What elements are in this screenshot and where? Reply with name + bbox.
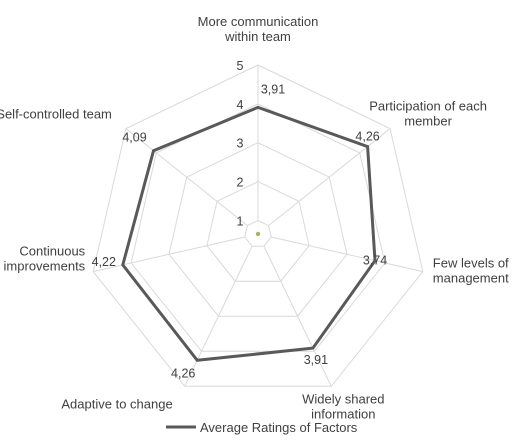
legend-label: Average Ratings of Factors <box>200 420 358 435</box>
category-label-line: within team <box>224 29 291 44</box>
radial-tick-label: 5 <box>237 59 244 73</box>
radial-axis-line <box>263 245 332 387</box>
data-label: 3,91 <box>261 82 285 96</box>
category-label: Adaptive to change <box>61 396 172 411</box>
category-label-line: Adaptive to change <box>61 396 172 411</box>
grid-ring <box>92 64 424 387</box>
data-labels: 3,91 4,26 3,74 3,91 4,26 4,22 4,09 <box>92 82 388 380</box>
radial-axis-line <box>271 236 423 273</box>
data-label: 4,09 <box>122 131 146 145</box>
category-label-line: More communication <box>198 14 319 29</box>
category-label-line: member <box>404 114 452 129</box>
radial-axis-line <box>184 245 253 387</box>
category-label-line: Participation of each <box>369 99 487 114</box>
series-layer <box>121 105 377 362</box>
radial-tick-labels: 1 2 3 4 5 <box>237 59 244 228</box>
radial-tick-label: 4 <box>237 98 244 112</box>
radar-axes <box>93 65 423 387</box>
category-label-line: Continuous <box>19 244 85 259</box>
radial-axis-line <box>93 236 245 273</box>
data-label: 3,74 <box>363 254 387 268</box>
grid-ring <box>244 219 272 247</box>
radial-axis-line <box>125 128 248 226</box>
data-label: 4,26 <box>355 130 379 144</box>
category-label-line: Widely shared <box>302 391 384 406</box>
category-label-line: management <box>433 271 509 286</box>
category-label: Widely shared information <box>302 391 384 421</box>
category-label: Participation of each member <box>369 99 487 129</box>
radial-tick-label: 1 <box>237 214 244 228</box>
category-label: Few levels of management <box>433 256 509 286</box>
category-label-line: Self-controlled team <box>0 107 112 122</box>
series-line <box>121 105 377 362</box>
category-labels: More communication within team Participati… <box>0 14 509 421</box>
radial-tick-label: 3 <box>237 137 244 151</box>
grid-ring <box>206 181 310 282</box>
radial-axis-line <box>268 128 391 226</box>
category-label: Self-controlled team <box>0 107 112 122</box>
center-marker <box>255 231 261 237</box>
data-label: 4,26 <box>171 366 195 380</box>
category-label-line: improvements <box>4 259 86 274</box>
data-label: 4,22 <box>92 255 116 269</box>
category-label: Continuous improvements <box>4 244 86 274</box>
category-label-line: Few levels of <box>433 256 509 271</box>
radial-tick-label: 2 <box>237 176 244 190</box>
category-label: More communication within team <box>198 14 319 44</box>
data-label: 3,91 <box>304 353 328 367</box>
category-label-line: information <box>311 406 375 421</box>
radar-grid <box>92 64 424 387</box>
grid-ring <box>130 103 386 352</box>
legend: Average Ratings of Factors <box>166 420 358 435</box>
grid-ring <box>168 142 348 317</box>
